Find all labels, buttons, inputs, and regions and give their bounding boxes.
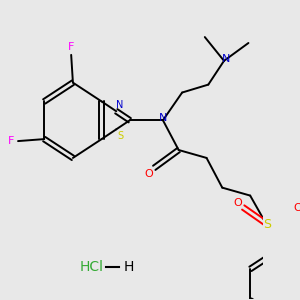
Text: N: N (116, 100, 123, 110)
Text: F: F (8, 136, 14, 146)
Text: O: O (234, 197, 242, 208)
Text: S: S (263, 218, 271, 231)
Text: N: N (159, 113, 167, 123)
Text: F: F (68, 42, 74, 52)
Text: O: O (145, 169, 153, 179)
Text: N: N (222, 54, 230, 64)
Text: S: S (118, 131, 124, 141)
Text: HCl: HCl (79, 260, 103, 274)
Text: O: O (294, 203, 300, 214)
Text: H: H (124, 260, 134, 274)
